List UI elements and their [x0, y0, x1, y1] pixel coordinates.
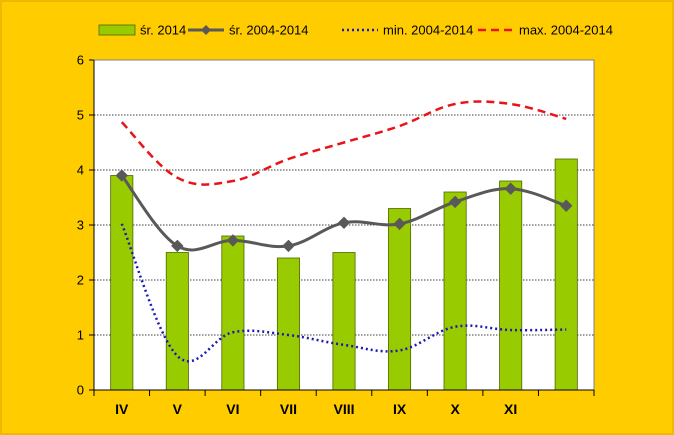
legend-label: śr. 2004-2014: [229, 23, 309, 38]
bar: [443, 191, 467, 391]
axes: 0 1 2 3 4 5 6 IV V VI VII VIII IX X XI: [77, 53, 595, 417]
legend-label: max. 2004-2014: [519, 23, 613, 38]
legend-swatch-bar: [98, 24, 136, 36]
line-series: [115, 100, 573, 363]
legend-label: śr. 2014: [140, 23, 186, 38]
bar: [276, 257, 300, 391]
series-point: [337, 216, 351, 230]
legend: śr. 2014 śr. 2004-2014 min. 2004-2014 max. …: [98, 23, 613, 38]
y-tick-label: 2: [77, 273, 84, 288]
legend-label: min. 2004-2014: [383, 23, 473, 38]
legend-marker: [201, 25, 211, 35]
y-tick-label: 0: [77, 383, 84, 398]
series-point: [504, 182, 517, 195]
x-tick-label: XI: [504, 401, 517, 417]
y-tick-label: 5: [77, 108, 84, 123]
bar: [499, 180, 523, 391]
x-tick-label: X: [450, 401, 460, 417]
y-tick-label: 4: [77, 163, 84, 178]
bar: [388, 208, 412, 391]
x-tick-label: IV: [115, 401, 129, 417]
series-line-min: [120, 223, 567, 363]
bar: [221, 235, 245, 391]
series-point: [393, 217, 406, 231]
series-point: [115, 169, 128, 182]
x-tick-label: VIII: [333, 401, 354, 417]
series-point: [448, 195, 462, 209]
x-tick-label: VII: [280, 401, 297, 417]
bar: [165, 252, 189, 391]
series-point: [171, 239, 184, 253]
y-tick-label: 1: [77, 328, 84, 343]
bar: [110, 175, 134, 391]
y-tick-label: 6: [77, 53, 84, 68]
bar: [332, 252, 356, 391]
y-tick-label: 3: [77, 218, 84, 233]
series-point: [560, 199, 573, 212]
series-line-max: [120, 100, 567, 186]
series-point: [226, 234, 240, 247]
x-tick-label: V: [173, 401, 183, 417]
bar: [554, 158, 578, 391]
x-tick-label: VI: [226, 401, 239, 417]
series-point: [282, 239, 295, 253]
x-tick-label: IX: [393, 401, 407, 417]
